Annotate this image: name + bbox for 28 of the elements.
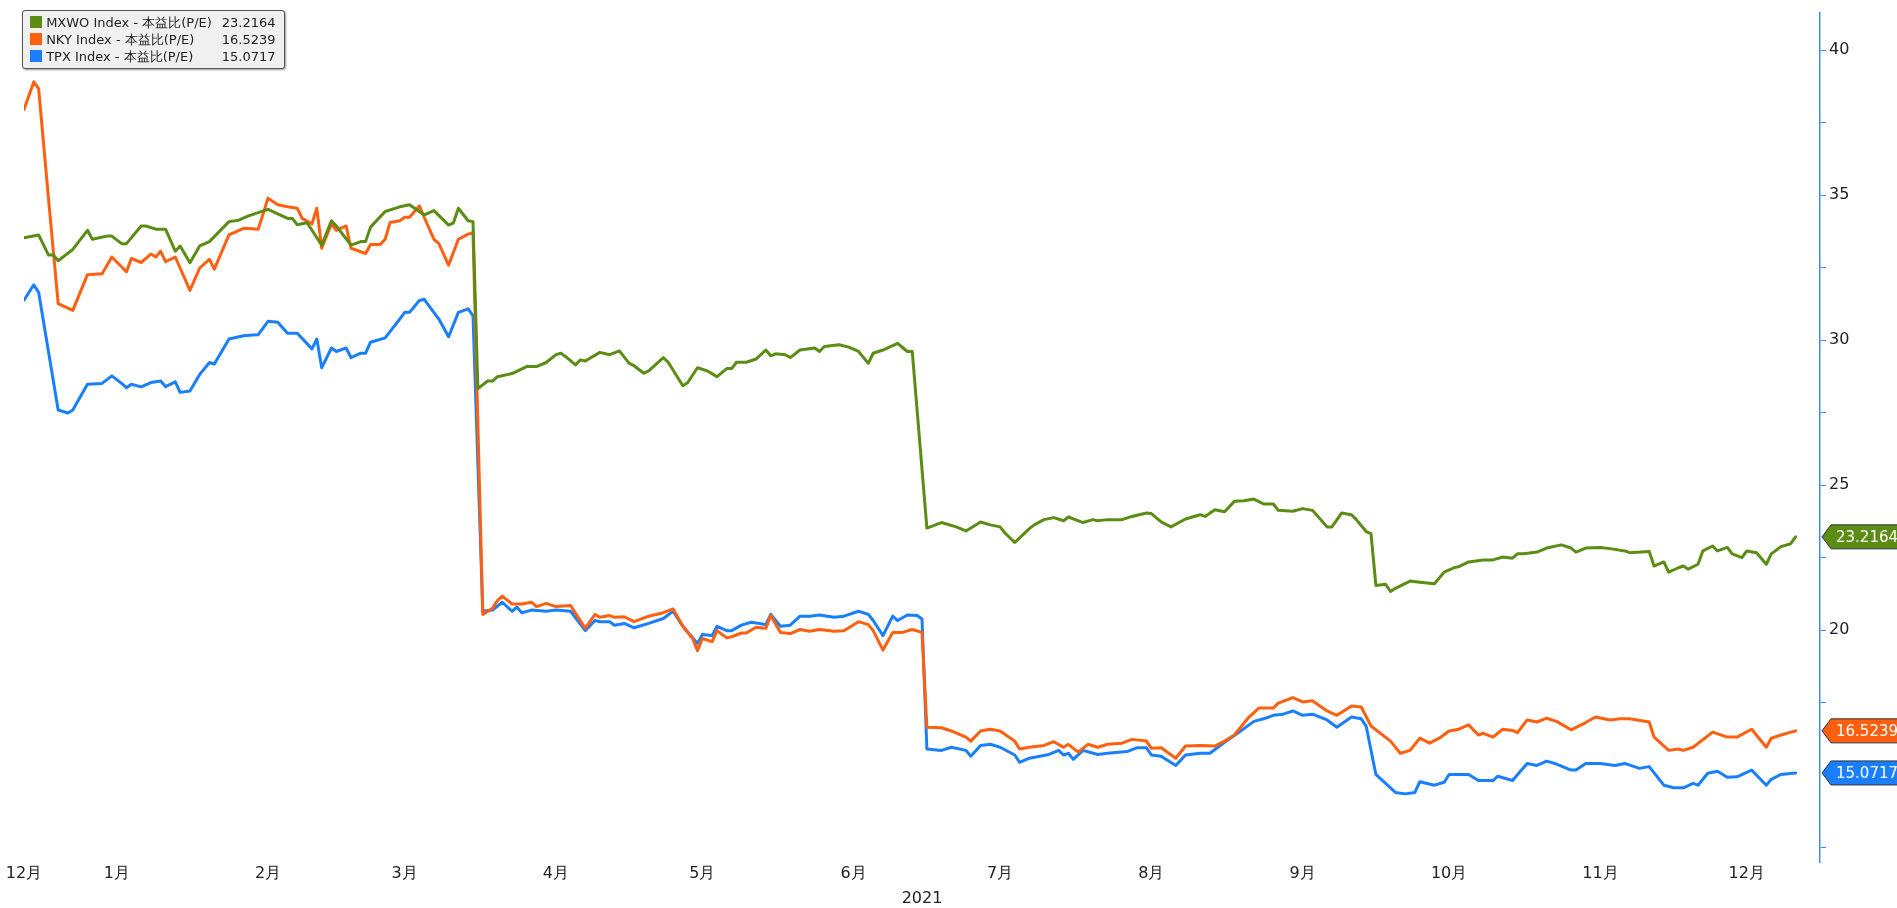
legend-label: NKY Index - 本益比(P/E): [45, 31, 196, 48]
x-axis-title: 2021: [901, 887, 943, 907]
x-tick-label: 9月: [1289, 862, 1316, 882]
y-tick-label: 20: [1829, 619, 1850, 639]
x-tick-label: 8月: [1138, 862, 1165, 882]
annotation: 23.2164: [220, 14, 277, 31]
x-tick-label: 7月: [986, 862, 1014, 882]
annotation: 16.5239: [220, 31, 277, 48]
x-tick-label: 2月: [254, 862, 282, 882]
y-tick-label: 25: [1829, 474, 1850, 494]
legend-label: MXWO Index - 本益比(P/E): [45, 14, 213, 31]
y-tick-label: 30: [1829, 329, 1850, 349]
text: 23.2164: [1836, 527, 1897, 546]
y-tick-label: 35: [1829, 184, 1850, 204]
x-tick-label: 4月: [542, 862, 570, 882]
x-tick-label: 5月: [689, 862, 716, 882]
x-tick-label: 3月: [391, 862, 418, 882]
x-tick-label: 10月: [1430, 862, 1468, 882]
y-tick-label: 40: [1829, 39, 1850, 59]
x-tick-label: 6月: [840, 862, 867, 882]
x-tick-label: 12月: [1728, 862, 1765, 882]
x-tick-label: 1月: [103, 862, 130, 882]
x-tick-label: 11月: [1582, 862, 1619, 882]
legend-label: TPX Index - 本益比(P/E): [45, 48, 195, 65]
annotation: 15.0717: [220, 48, 277, 65]
text: 15.0717: [1836, 763, 1897, 782]
x-tick-label: 12月: [5, 862, 43, 882]
text: 16.5239: [1836, 721, 1897, 740]
